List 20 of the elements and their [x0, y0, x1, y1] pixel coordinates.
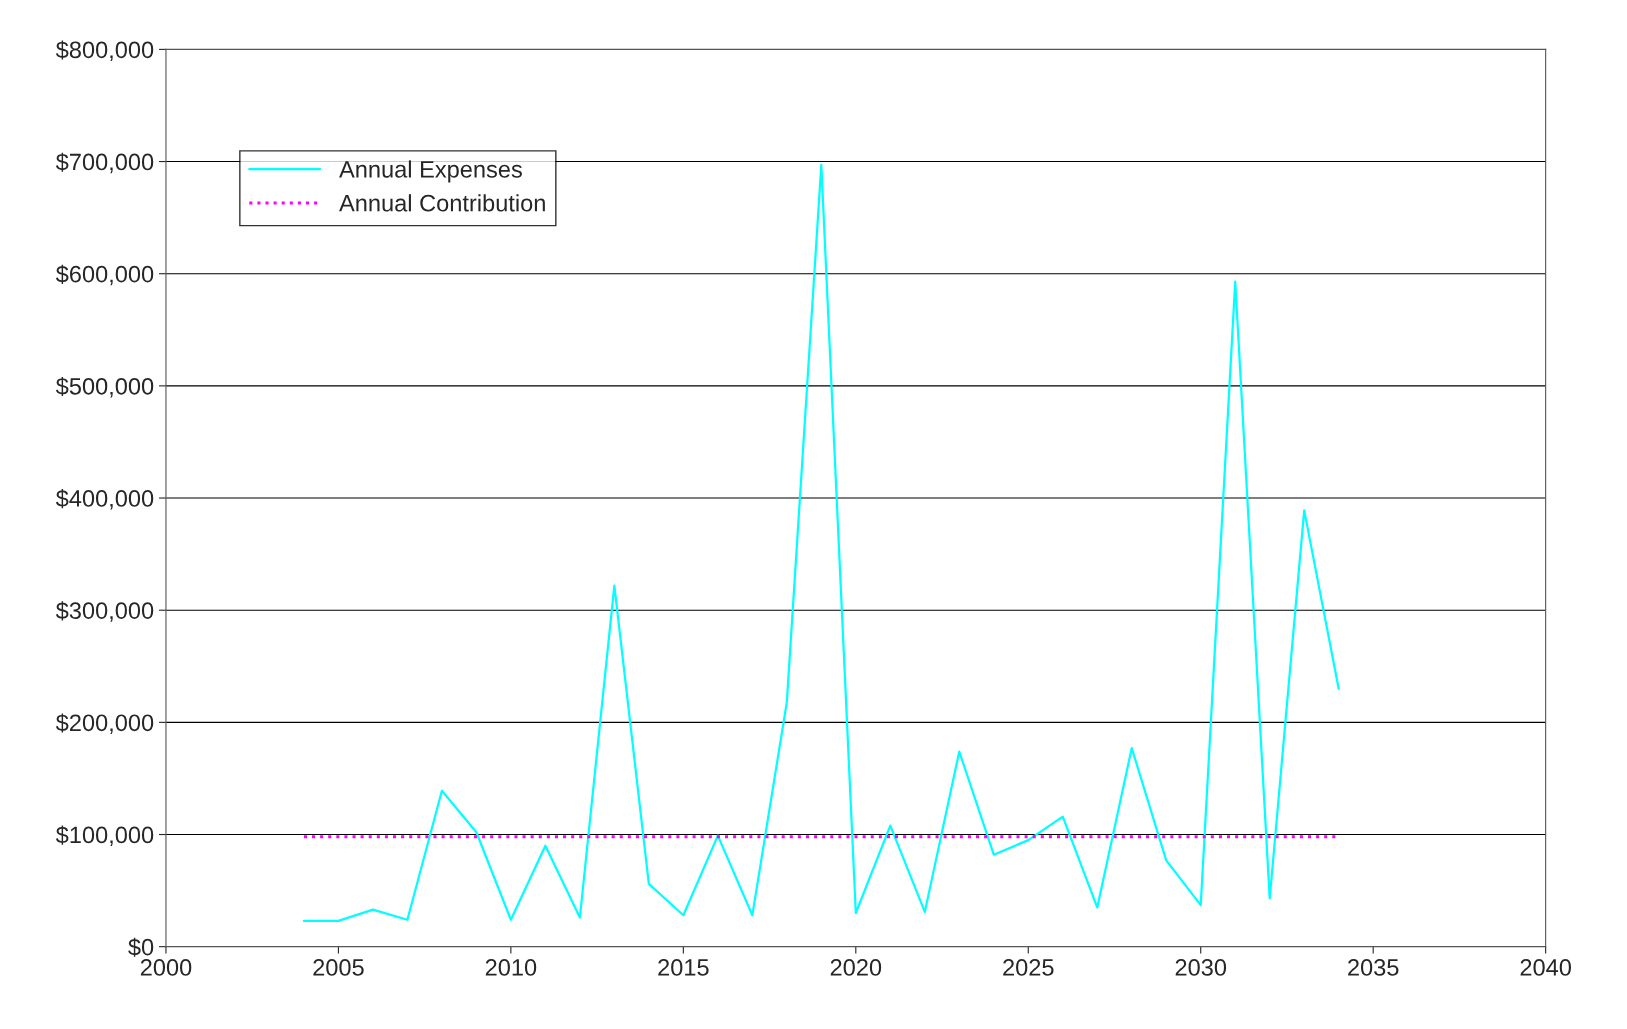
y-tick-label: $0: [128, 937, 154, 957]
x-tick-label: 2005: [313, 959, 364, 976]
y-tick-label: $500,000: [55, 376, 154, 398]
y-tick-label: $400,000: [55, 489, 154, 510]
y-tick-label: $200,000: [55, 713, 154, 734]
legend-label: Annual Contribution: [339, 194, 545, 212]
y-tick-label: $100,000: [55, 825, 154, 847]
x-tick-label: 2040: [1520, 959, 1571, 976]
x-tick-label: 2000: [140, 959, 192, 976]
x-tick-label: 2025: [1003, 959, 1054, 976]
x-tick-label: 2030: [1175, 959, 1227, 976]
y-tick-label: $600,000: [55, 264, 154, 286]
y-tick-label: $700,000: [55, 152, 154, 174]
x-tick-label: 2035: [1348, 959, 1399, 976]
x-tick-label: 2015: [658, 959, 709, 976]
x-tick-label: 2020: [830, 959, 882, 976]
legend-label: Annual Expenses: [339, 160, 522, 183]
y-tick-label: $300,000: [55, 601, 154, 622]
x-tick-label: 2010: [485, 959, 537, 976]
y-tick-label: $800,000: [55, 40, 154, 61]
